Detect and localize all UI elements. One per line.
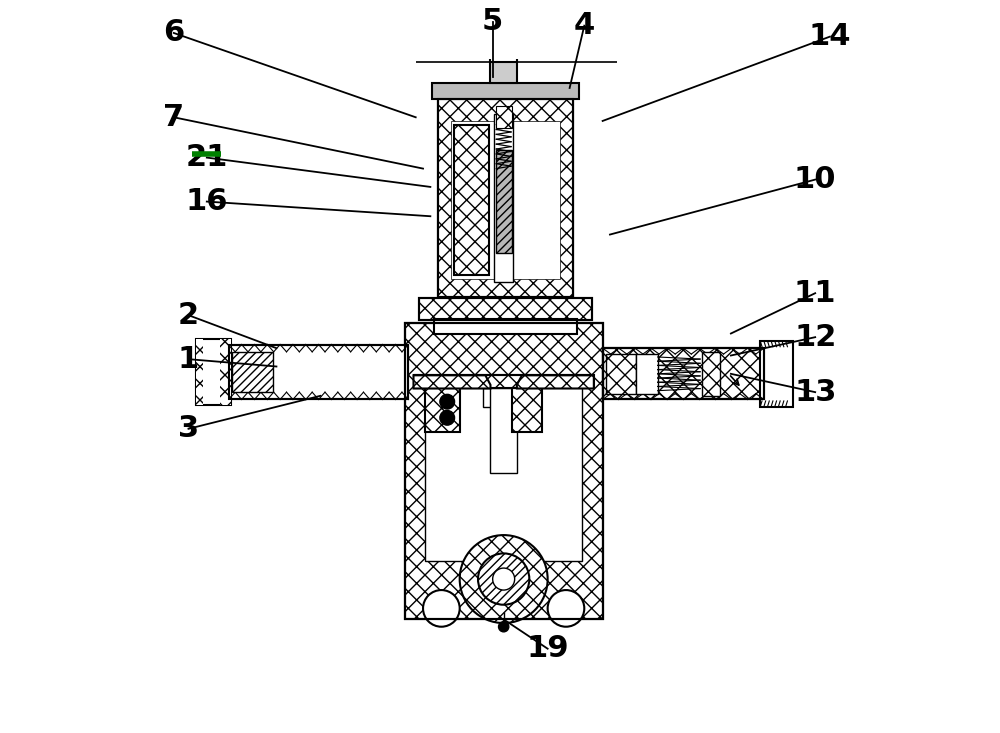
Text: 16: 16: [186, 187, 228, 216]
Text: 12: 12: [794, 323, 836, 352]
Bar: [438, 279, 573, 297]
Circle shape: [548, 590, 584, 627]
Text: 5: 5: [482, 7, 503, 37]
Bar: [636, 354, 658, 394]
Bar: [419, 298, 592, 320]
Bar: [483, 388, 496, 407]
Bar: [496, 150, 512, 253]
Bar: [405, 323, 603, 619]
Polygon shape: [517, 375, 594, 388]
Text: 1: 1: [178, 345, 199, 374]
Bar: [760, 341, 793, 407]
Bar: [232, 352, 273, 392]
Bar: [229, 345, 408, 399]
Bar: [229, 345, 408, 399]
Bar: [490, 62, 517, 83]
Circle shape: [460, 535, 548, 623]
Bar: [196, 339, 231, 405]
Bar: [405, 323, 603, 619]
Bar: [496, 106, 512, 128]
Bar: [560, 99, 573, 297]
Bar: [511, 388, 524, 407]
Text: 19: 19: [526, 634, 569, 663]
Bar: [702, 352, 720, 396]
Circle shape: [478, 553, 529, 605]
Text: 10: 10: [794, 165, 836, 194]
Bar: [220, 339, 231, 405]
Text: 4: 4: [574, 11, 595, 40]
Bar: [432, 83, 579, 99]
Bar: [419, 298, 592, 320]
Text: 3: 3: [178, 414, 199, 443]
Bar: [196, 339, 203, 405]
Bar: [603, 348, 764, 399]
Bar: [451, 121, 560, 279]
Text: 2: 2: [178, 301, 199, 330]
Text: 7: 7: [163, 103, 184, 132]
Text: 6: 6: [163, 18, 184, 48]
Bar: [603, 348, 764, 399]
Bar: [438, 99, 573, 297]
Bar: [438, 99, 573, 297]
Text: 21: 21: [186, 143, 228, 172]
Bar: [490, 388, 517, 473]
Polygon shape: [414, 375, 490, 388]
Bar: [438, 99, 573, 297]
Text: 13: 13: [794, 377, 836, 407]
Bar: [434, 319, 577, 334]
Bar: [603, 348, 764, 399]
Text: 11: 11: [794, 279, 836, 308]
Bar: [454, 125, 489, 275]
Circle shape: [440, 410, 455, 425]
Circle shape: [423, 590, 460, 627]
Bar: [425, 388, 460, 432]
Bar: [512, 388, 542, 432]
Bar: [414, 375, 594, 388]
Circle shape: [440, 394, 455, 409]
Bar: [606, 354, 636, 394]
Circle shape: [493, 568, 515, 590]
Bar: [438, 99, 573, 121]
Bar: [494, 114, 513, 282]
Circle shape: [499, 622, 509, 632]
Bar: [425, 385, 582, 561]
Bar: [438, 99, 451, 297]
Bar: [405, 323, 603, 619]
Text: 14: 14: [809, 22, 851, 51]
